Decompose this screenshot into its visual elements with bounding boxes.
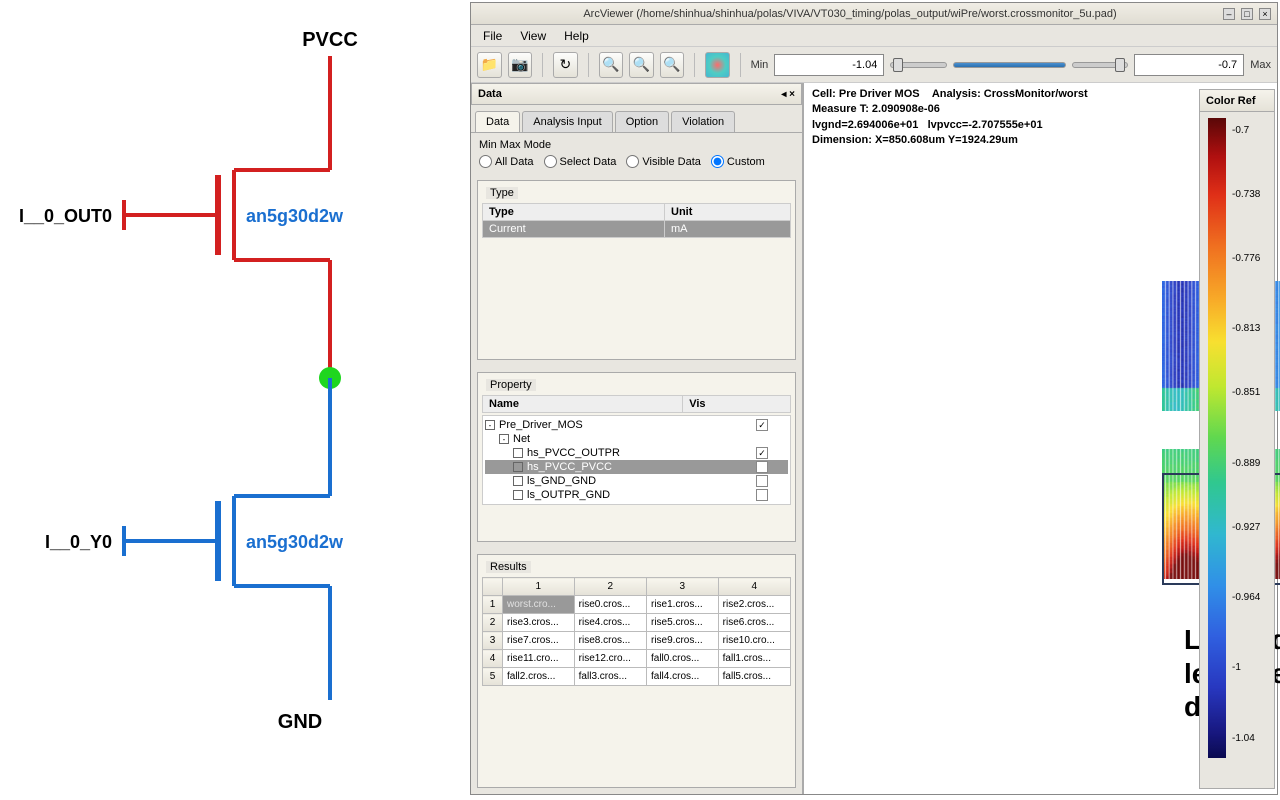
circuit-svg: PVCC I__0_OUT0 an5g30d2w xyxy=(0,0,460,797)
maximize-button[interactable]: □ xyxy=(1241,8,1253,20)
property-tree: -Pre_Driver_MOS✓-Neths_PVCC_OUTPR✓hs_PVC… xyxy=(482,415,791,505)
zoom-in-button[interactable]: 🔍 xyxy=(599,52,624,78)
pmos-device-label: an5g30d2w xyxy=(246,206,344,226)
minmax-mode-label: Min Max Mode xyxy=(479,139,794,151)
minmax-radio-group: All Data Select Data Visible Data Custom xyxy=(479,155,794,168)
color-palette-button[interactable] xyxy=(705,52,730,78)
snapshot-button[interactable]: 📷 xyxy=(508,52,533,78)
window-title: ArcViewer (/home/shinhua/shinhua/polas/V… xyxy=(477,8,1223,20)
gnd-label: GND xyxy=(278,711,322,733)
radio-custom[interactable]: Custom xyxy=(711,155,765,168)
data-panel-header: Data ◂ × xyxy=(471,83,802,105)
titlebar: ArcViewer (/home/shinhua/shinhua/polas/V… xyxy=(471,3,1277,25)
menubar: File View Help xyxy=(471,25,1277,47)
zoom-out-button[interactable]: 🔍 xyxy=(629,52,654,78)
results-row[interactable]: 5fall2.cros...fall3.cros...fall4.cros...… xyxy=(483,668,791,686)
range-slider[interactable] xyxy=(953,62,1066,68)
pvcc-label: PVCC xyxy=(302,29,358,51)
min-input[interactable] xyxy=(774,54,884,76)
open-folder-button[interactable]: 📁 xyxy=(477,52,502,78)
results-row[interactable]: 1worst.cro...rise0.cros...rise1.cros...r… xyxy=(483,596,791,614)
zoom-fit-button[interactable]: 🔍 xyxy=(660,52,685,78)
refresh-button[interactable]: ↻ xyxy=(553,52,578,78)
color-ref-title: Color Ref xyxy=(1206,95,1256,107)
close-button[interactable]: × xyxy=(1259,8,1271,20)
menu-view[interactable]: View xyxy=(512,27,554,45)
type-section-title: Type xyxy=(486,187,518,199)
data-panel: Data ◂ × Data Analysis Input Option Viol… xyxy=(471,83,803,794)
min-label: Min xyxy=(751,59,769,71)
cell-info: Cell: Pre Driver MOS Analysis: CrossMoni… xyxy=(812,87,1088,149)
radio-select-data[interactable]: Select Data xyxy=(544,155,617,168)
panel-collapse-icon[interactable]: ◂ × xyxy=(781,89,795,100)
property-tree-row[interactable]: ls_OUTPR_GND xyxy=(485,488,788,502)
property-tree-row[interactable]: -Net xyxy=(485,432,788,446)
min-slider[interactable] xyxy=(890,62,947,68)
max-slider[interactable] xyxy=(1072,62,1129,68)
results-row[interactable]: 3rise7.cros...rise8.cros...rise9.cros...… xyxy=(483,632,791,650)
property-tree-row[interactable]: -Pre_Driver_MOS✓ xyxy=(485,418,788,432)
tab-data[interactable]: Data xyxy=(475,111,520,132)
tab-option[interactable]: Option xyxy=(615,111,669,132)
property-tree-row[interactable]: hs_PVCC_OUTPR✓ xyxy=(485,446,788,460)
color-bar xyxy=(1208,118,1226,758)
results-row[interactable]: 4rise11.cro...rise12.cro...fall0.cros...… xyxy=(483,650,791,668)
circuit-diagram: PVCC I__0_OUT0 an5g30d2w xyxy=(0,0,460,797)
menu-file[interactable]: File xyxy=(475,27,510,45)
menu-help[interactable]: Help xyxy=(556,27,597,45)
property-section-title: Property xyxy=(486,379,536,391)
tab-analysis-input[interactable]: Analysis Input xyxy=(522,111,612,132)
arcviewer-window: ArcViewer (/home/shinhua/shinhua/polas/V… xyxy=(470,2,1278,795)
results-table: 12341worst.cro...rise0.cros...rise1.cros… xyxy=(482,577,791,686)
minimize-button[interactable]: – xyxy=(1223,8,1235,20)
property-tree-row[interactable]: ls_GND_GND xyxy=(485,474,788,488)
property-tree-row[interactable]: hs_PVCC_PVCC✓ xyxy=(485,460,788,474)
panel-tabs: Data Analysis Input Option Violation xyxy=(471,105,802,133)
max-label: Max xyxy=(1250,59,1271,71)
pmos-gate-label: I__0_OUT0 xyxy=(19,206,112,226)
tab-violation[interactable]: Violation xyxy=(671,111,735,132)
results-section-title: Results xyxy=(486,561,531,573)
radio-visible-data[interactable]: Visible Data xyxy=(626,155,701,168)
type-table: TypeUnit Current mA xyxy=(482,203,791,238)
color-ref-panel: Color Ref -0.7-0.738-0.776-0.813-0.851-0… xyxy=(1199,89,1275,789)
nmos-gate-label: I__0_Y0 xyxy=(45,532,112,552)
radio-all-data[interactable]: All Data xyxy=(479,155,534,168)
toolbar: 📁 📷 ↻ 🔍 🔍 🔍 Min Max xyxy=(471,47,1277,83)
results-row[interactable]: 2rise3.cros...rise4.cros...rise5.cros...… xyxy=(483,614,791,632)
max-input[interactable] xyxy=(1134,54,1244,76)
nmos-device-label: an5g30d2w xyxy=(246,532,344,552)
type-row-current[interactable]: Current mA xyxy=(483,221,791,238)
